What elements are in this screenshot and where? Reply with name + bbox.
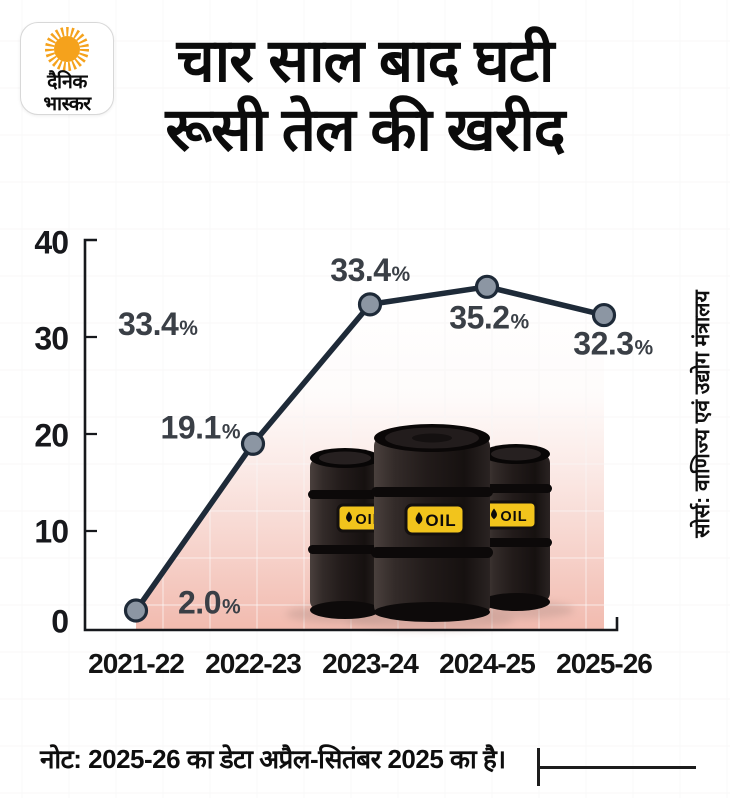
brand-name-line2: भास्कर [43, 92, 91, 115]
oil-droplet-icon [346, 511, 352, 523]
percent-sign: % [221, 420, 241, 444]
data-point-markers [123, 274, 617, 623]
data-point-marker [357, 292, 383, 317]
barrel-oil-badge: OIL [482, 500, 538, 530]
data-value: 35.2 [449, 299, 510, 336]
y-axis-ticks [85, 335, 97, 533]
brand-name-line1: दैनिक [47, 71, 87, 93]
oil-barrel-right: OIL [480, 444, 552, 611]
percent-sign: % [179, 317, 198, 340]
x-axis-label: 2023-24 [322, 648, 419, 679]
x-axis-label: 2025-26 [556, 648, 653, 679]
data-point-marker [240, 431, 266, 456]
oil-barrels-illustration: OIL OIL [286, 424, 574, 630]
data-value: 19.1 [160, 409, 222, 446]
sun-icon [45, 27, 89, 71]
data-point-label: 33.4% [330, 252, 411, 292]
title-line-1: चार साल बाद घटी [176, 27, 555, 94]
barrel-oil-text: OIL [425, 511, 456, 530]
data-point-label: 2.0% [178, 584, 241, 624]
x-axis-label: 2022-23 [205, 648, 302, 679]
data-value: 33.4 [118, 306, 179, 342]
data-point-label: 35.2% [449, 299, 530, 339]
percent-sign: % [221, 595, 241, 618]
data-point-label: 32.3% [573, 325, 654, 366]
brand-logo: दैनिक भास्कर [20, 22, 114, 115]
x-axis-label: 2021-22 [88, 648, 185, 679]
source-note: सोर्स: वाणिज्य एवं उद्योग मंत्रालय [691, 290, 714, 538]
barrel-oil-badge: OIL [404, 503, 466, 536]
barrel-oil-text: OIL [500, 509, 527, 525]
data-point-marker [591, 302, 617, 328]
y-axis-label: 0 [51, 603, 69, 640]
title-line-2: रूसी तेल की खरीद [165, 96, 565, 163]
poster-title: चार साल बाद घटी रूसी तेल की खरीद [0, 26, 730, 164]
oil-droplet-icon [491, 508, 497, 520]
percent-sign: % [634, 336, 654, 360]
footnote: नोट: 2025-26 का डेटा अप्रैल-सितंबर 2025 … [40, 744, 506, 774]
data-value: 32.3 [573, 325, 634, 362]
percent-sign: % [510, 310, 530, 334]
percent-sign: % [391, 263, 411, 287]
stray-data-label: 33.4% [118, 306, 198, 346]
footnote-rule-line [538, 766, 696, 769]
y-axis-label: 20 [34, 417, 69, 454]
y-axis-label: 40 [34, 224, 69, 261]
data-point-marker [123, 598, 149, 623]
oil-barrel-center: OIL [371, 424, 493, 622]
y-axis-label: 10 [34, 513, 69, 550]
chart-axes [83, 238, 619, 632]
y-axis-label: 30 [34, 320, 69, 357]
brand-logo-text: दैनिक भास्कर [21, 71, 113, 115]
data-value: 2.0 [178, 584, 221, 620]
data-value: 33.4 [330, 252, 391, 289]
oil-droplet-icon [415, 512, 423, 525]
data-point-label: 19.1% [160, 409, 241, 449]
x-axis-label: 2024-25 [439, 648, 536, 679]
data-point-marker [474, 274, 500, 299]
